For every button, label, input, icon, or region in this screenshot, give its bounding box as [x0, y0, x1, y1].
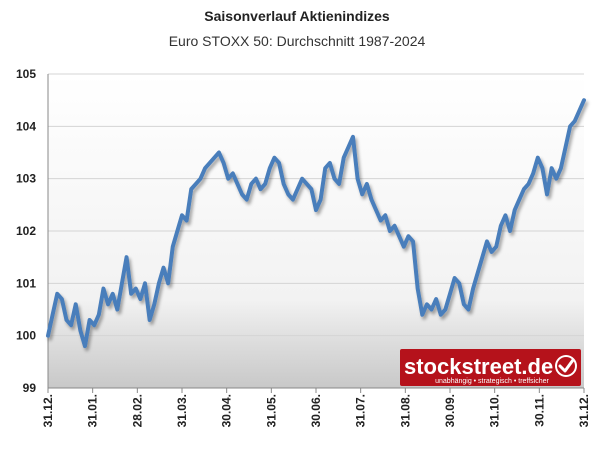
- grid-lines: [48, 73, 584, 337]
- brand-logo: stockstreet.de unabhängig • strategisch …: [400, 349, 581, 386]
- y-tick-label: 104: [16, 119, 36, 133]
- y-tick-label: 102: [16, 224, 36, 238]
- y-tick-label: 103: [16, 172, 36, 186]
- y-axis-ticks: 99 100 101 102 103 104 105: [16, 67, 36, 395]
- y-tick-label: 99: [23, 381, 37, 395]
- x-tick-label: 31.07.: [354, 394, 368, 427]
- x-tick-label: 31.08.: [398, 394, 412, 427]
- x-tick-label: 31.10.: [488, 394, 502, 427]
- series-layer: [46, 98, 586, 349]
- x-tick-label: 31.12.: [41, 394, 55, 427]
- chart-title: Saisonverlauf Aktienindizes: [204, 8, 390, 24]
- chart-subtitle: Euro STOXX 50: Durchschnitt 1987-2024: [169, 33, 426, 49]
- x-axis-ticks: 31.12. 31.01. 28.02. 31.03. 30.04. 31.05. 30.0…: [41, 388, 591, 427]
- y-tick-label: 105: [16, 67, 36, 81]
- x-tick-label: 30.04.: [220, 394, 234, 427]
- check-icon: [555, 355, 577, 377]
- brand-name: stockstreet.de: [404, 354, 553, 379]
- brand-tagline: unabhängig • strategisch • treffsicher: [435, 378, 549, 385]
- x-tick-label: 30.09.: [443, 394, 457, 427]
- x-tick-label: 30.06.: [309, 394, 323, 427]
- x-tick-label: 31.05.: [264, 394, 278, 427]
- series-line: [46, 98, 586, 349]
- y-tick-label: 100: [16, 329, 36, 343]
- x-tick-label: 31.12.: [577, 394, 591, 427]
- y-tick-label: 101: [16, 276, 36, 290]
- x-tick-label: 31.01.: [86, 394, 100, 427]
- x-tick-label: 28.02.: [130, 394, 144, 427]
- x-tick-label: 30.11.: [532, 394, 546, 427]
- x-tick-label: 31.03.: [175, 394, 189, 427]
